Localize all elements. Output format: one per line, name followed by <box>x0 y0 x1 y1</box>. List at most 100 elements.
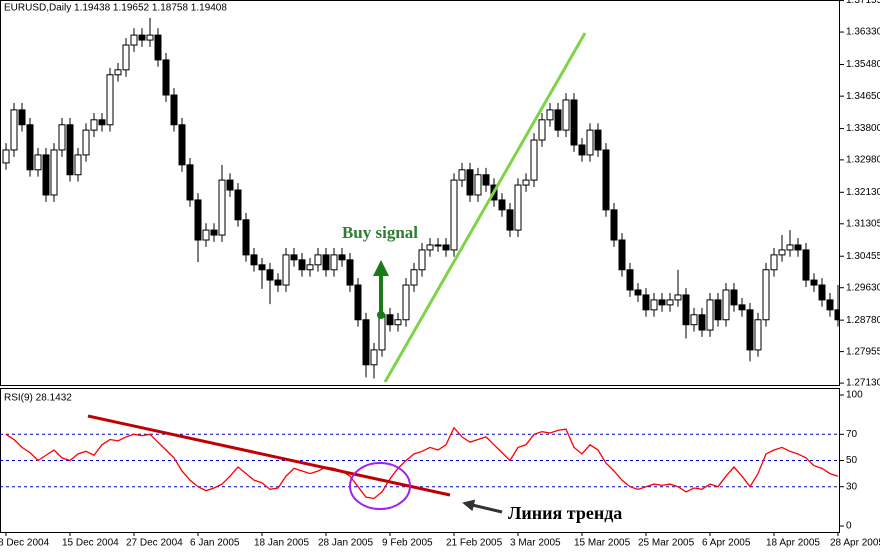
highlight <box>349 462 411 510</box>
candle-body <box>658 299 666 306</box>
candle-body <box>370 349 378 366</box>
candle-body <box>602 149 610 211</box>
candle-body <box>106 74 114 126</box>
candle-body <box>98 119 106 126</box>
x-tick-label: 21 Feb 2005 <box>446 538 503 549</box>
candle-body <box>186 164 194 201</box>
candle-body <box>634 289 642 296</box>
y-tick-label: 1.31305 <box>846 218 880 229</box>
candle-body <box>498 199 506 211</box>
candle-body <box>362 319 370 366</box>
y-tick-label: 1.34650 <box>846 91 880 102</box>
candle-body <box>770 254 778 271</box>
candle-body <box>322 254 330 271</box>
candle-body <box>130 34 138 46</box>
price-frame <box>0 0 840 386</box>
y-tick-label: 1.29630 <box>846 282 880 293</box>
candle-body <box>794 244 802 251</box>
trend-line <box>383 32 587 383</box>
candle-body <box>474 174 482 196</box>
buy-signal: Buy signal <box>342 223 418 242</box>
candle-body <box>674 294 682 301</box>
candle-body <box>66 124 74 176</box>
candle-body <box>522 179 530 186</box>
rsi-panel <box>0 426 840 500</box>
candle-body <box>258 264 266 271</box>
candle-body <box>242 219 250 256</box>
candle-body <box>626 269 634 291</box>
candle-body <box>34 154 42 171</box>
candle-body <box>394 319 402 326</box>
candle-body <box>642 294 650 311</box>
x-tick-label: 15 Mar 2005 <box>574 538 631 549</box>
candle-body <box>594 129 602 151</box>
candle-body <box>74 154 82 176</box>
rsi-title: RSI(9) 28.1432 <box>4 393 72 404</box>
x-tick-label: 9 Feb 2005 <box>382 538 433 549</box>
candle-body <box>306 264 314 271</box>
candle-body <box>554 109 562 131</box>
y-tick-label: 50 <box>846 455 858 466</box>
candle-body <box>466 169 474 196</box>
candle-body <box>802 249 810 281</box>
y-tick-label: 1.32130 <box>846 187 880 198</box>
x-tick-label: 8 Dec 2004 <box>0 538 50 549</box>
candle-body <box>250 254 258 266</box>
candle-body <box>722 289 730 321</box>
y-tick-label: 1.27130 <box>846 378 880 389</box>
candle-body <box>402 284 410 321</box>
y-tick-label: 1.36330 <box>846 27 880 38</box>
candle-body <box>170 94 178 126</box>
candle-body <box>834 309 840 321</box>
candle-body <box>338 254 346 261</box>
candle-body <box>562 99 570 131</box>
candle-body <box>450 179 458 251</box>
y-tick-label: 30 <box>846 481 858 492</box>
candle-body <box>666 299 674 306</box>
candle-body <box>786 244 794 251</box>
candle-body <box>282 254 290 286</box>
candle-body <box>202 229 210 241</box>
candle-body <box>746 309 754 351</box>
candle-body <box>122 44 130 71</box>
candle-body <box>82 129 90 156</box>
x-tick-label: 28 Apr 2005 <box>830 538 880 549</box>
x-tick-label: 25 Mar 2005 <box>638 538 695 549</box>
candle-body <box>50 149 58 196</box>
x-tick-label: 3 Mar 2005 <box>510 538 561 549</box>
y-tick-label: 1.32980 <box>846 155 880 166</box>
candle-body <box>234 189 242 221</box>
candle-body <box>346 259 354 286</box>
candle-body <box>578 144 586 156</box>
candle-body <box>354 284 362 321</box>
x-tick-label: 6 Apr 2005 <box>702 538 751 549</box>
candle-body <box>730 289 738 306</box>
candle-body <box>226 179 234 191</box>
candle-body <box>314 254 322 266</box>
candle-body <box>546 109 554 121</box>
candle-body <box>778 249 786 256</box>
candle-body <box>618 239 626 271</box>
pointer-arrow <box>462 499 503 514</box>
candle-body <box>482 174 490 186</box>
candle-body <box>826 299 834 311</box>
candle-body <box>810 279 818 286</box>
rsi-line <box>5 426 839 500</box>
candle-body <box>738 304 746 311</box>
x-tick-label: 6 Jan 2005 <box>190 538 240 549</box>
candle-body <box>690 314 698 326</box>
rsi-trend-line <box>87 414 451 497</box>
candle-body <box>706 299 714 331</box>
candle-body <box>426 244 434 251</box>
candle-body <box>538 119 546 141</box>
candle-body <box>26 124 34 171</box>
candle-body <box>514 184 522 231</box>
candle-body <box>162 59 170 96</box>
candle-body <box>506 209 514 231</box>
candle-body <box>458 169 466 181</box>
candle-body <box>18 109 26 126</box>
candle-body <box>298 259 306 271</box>
x-tick-label: 28 Jan 2005 <box>318 538 373 549</box>
candle-body <box>114 69 122 76</box>
price-title: EURUSD,Daily 1.19438 1.19652 1.18758 1.1… <box>4 3 227 14</box>
